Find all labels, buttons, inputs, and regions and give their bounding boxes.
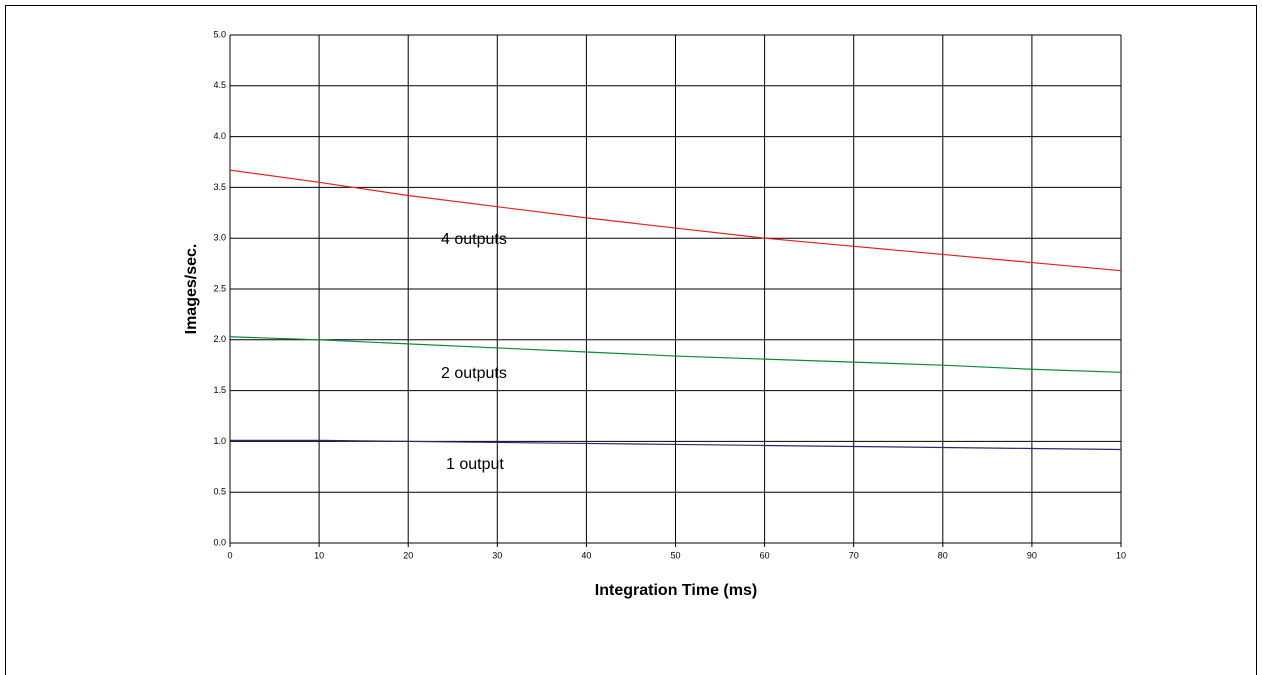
y-axis-title: Images/sec. [183, 244, 200, 335]
y-tick-label: 5.0 [213, 29, 226, 39]
y-tick-label: 3.0 [213, 233, 226, 243]
x-tick-label: 10 [314, 550, 324, 560]
series-line [229, 169, 1122, 272]
x-tick-label: 60 [760, 550, 770, 560]
x-tick-label: 90 [1027, 550, 1037, 560]
x-tick-label: 70 [849, 550, 859, 560]
x-tick-label: 0 [227, 550, 232, 560]
x-tick-label: 40 [581, 550, 591, 560]
y-tick-label: 3.5 [213, 182, 226, 192]
x-tick-label: 80 [938, 550, 948, 560]
x-tick-label: 10 [1116, 550, 1126, 560]
y-tick-label: 1.0 [213, 436, 226, 446]
series-line [230, 439, 1122, 451]
x-axis-title: Integration Time (ms) [595, 582, 757, 599]
y-tick-label: 2.5 [213, 283, 226, 293]
y-tick-label: 4.5 [213, 80, 226, 90]
y-tick-label: 0.5 [213, 487, 226, 497]
x-tick-label: 50 [670, 550, 680, 560]
frame [5, 5, 1257, 675]
y-tick-label: 2.0 [213, 334, 226, 344]
x-tick-label: 20 [403, 550, 413, 560]
series-label: 2 outputs [441, 365, 507, 382]
y-tick-label: 4.0 [213, 131, 226, 141]
series-line [229, 336, 1122, 373]
y-tick-label: 1.5 [213, 385, 226, 395]
series-label: 4 outputs [441, 231, 507, 248]
series-label: 1 output [446, 456, 504, 473]
x-tick-label: 30 [492, 550, 502, 560]
y-tick-label: 0.0 [213, 537, 226, 547]
